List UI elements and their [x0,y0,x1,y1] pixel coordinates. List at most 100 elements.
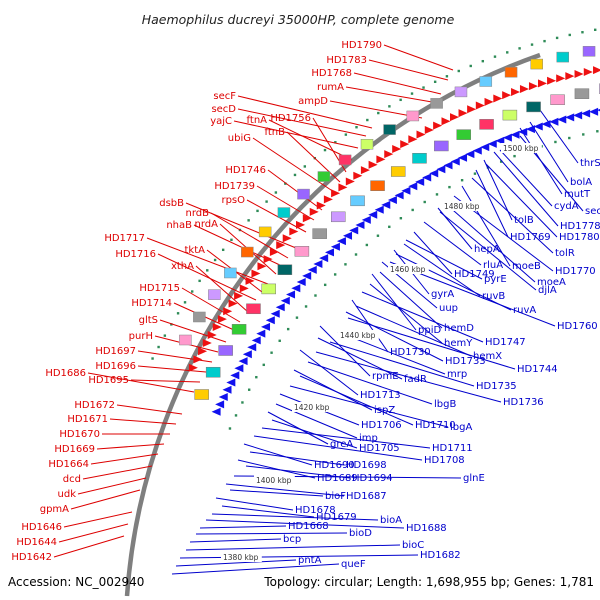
feature-block [360,139,374,150]
scale-dot [568,33,571,37]
gene-label-forward: xthA [171,261,194,272]
forward-gene-arrow [416,130,426,139]
reverse-gene-arrow [330,242,340,251]
reverse-gene-arrow [557,115,567,124]
reverse-gene-arrow [581,109,591,118]
gene-label-forward: ftnA [247,115,268,126]
gene-label-forward: nhaB [166,220,192,231]
scale-dot [448,185,451,189]
forward-gene-arrow [400,140,410,149]
gene-label-forward: rpsO [221,195,245,206]
reverse-gene-arrow [480,143,490,152]
gene-label-forward: HD1696 [95,361,136,372]
gene-label-reverse: HD1687 [346,491,387,502]
reverse-gene-arrow [256,329,266,338]
reverse-gene-arrow [573,111,583,120]
reverse-gene-arrow [307,265,317,274]
leader-line-forward [268,119,353,161]
leader-line-forward [267,169,323,211]
scale-dot [423,200,426,204]
gene-label-forward: HD1715 [139,283,180,294]
reverse-gene-arrow [597,108,600,112]
gene-label-reverse: HD1778 [560,221,600,232]
forward-gene-arrow [511,87,521,96]
leader-line-reverse [413,231,453,275]
forward-gene-arrow [282,234,292,243]
reverse-gene-arrow [487,139,497,148]
gene-label-reverse: HD1733 [445,356,486,367]
gene-label-forward: HD1695 [88,375,129,386]
feature-block [479,119,494,130]
scale-dot [388,105,391,108]
leader-line-reverse [485,163,558,238]
leader-line-reverse [315,351,502,403]
kbp-label-bg [254,475,295,485]
leader-line-forward [96,443,165,450]
leader-line-reverse [175,559,297,567]
kbp-label-bg [221,552,262,562]
feature-block [261,283,276,295]
kbp-tick-label: 1480 kbp [444,202,480,211]
reverse-gene-arrow [336,237,346,246]
reverse-gene-arrow [374,205,384,214]
gene-label-reverse: HD1679 [316,512,357,523]
scale-dot [303,165,307,168]
reverse-gene-arrow [280,296,290,305]
scale-dot [473,172,477,175]
leader-line-reverse [245,465,351,479]
feature-block [205,366,221,378]
leader-line-reverse [539,109,579,164]
gene-label-reverse: HD1730 [390,347,431,358]
leader-line-forward [233,120,359,149]
scale-dot [314,294,317,297]
reverse-gene-arrow [286,290,296,299]
scale-dot [376,234,380,237]
reverse-gene-arrow [302,271,312,280]
scale-dot [366,118,369,122]
forward-gene-arrow [345,177,355,186]
scale-dot [323,148,327,152]
gene-label-reverse: bioD [349,528,372,539]
feature-block [258,226,272,238]
gene-label-reverse: HD1668 [288,521,329,532]
forward-gene-arrow [368,160,378,169]
leader-line-reverse [351,299,389,353]
forward-gene-arrow [519,84,529,93]
gene-label-reverse: HD1736 [503,397,544,408]
gene-label-reverse: HD1705 [359,443,400,454]
gene-label-forward: HD1717 [104,233,145,244]
scale-dot [460,179,464,182]
scale-dot [286,327,290,331]
scale-dot [365,243,369,247]
reverse-gene-arrow [265,316,275,325]
leader-line-reverse [299,375,414,426]
leader-line-reverse [275,403,358,439]
gene-label-reverse: bioF [325,491,346,502]
feature-block [556,51,570,63]
scale-dot [594,28,597,31]
feature-block [330,211,346,223]
reverse-gene-arrow [238,357,248,366]
gene-label-reverse: HD1682 [420,550,461,561]
forward-gene-arrow [493,94,503,103]
gene-label-forward: udk [58,489,77,500]
gene-label-reverse: tolR [555,248,575,259]
gene-label-reverse: pntA [298,555,322,566]
forward-gene-arrow [245,276,255,285]
scale-dot [198,279,201,283]
scale-dot [191,290,194,293]
scale-dot [344,133,348,136]
kbp-label-bg [442,201,483,211]
leader-line-reverse [225,483,345,497]
scale-dot [270,351,273,354]
leader-line-reverse [379,271,443,329]
reverse-gene-arrow [242,350,252,359]
gene-label-reverse: mrp [447,369,467,380]
reverse-gene-arrow [510,130,520,139]
reverse-gene-arrow [226,378,236,387]
scale-dot [543,39,546,43]
reverse-gene-arrow [565,113,575,122]
scale-dot [234,414,238,417]
